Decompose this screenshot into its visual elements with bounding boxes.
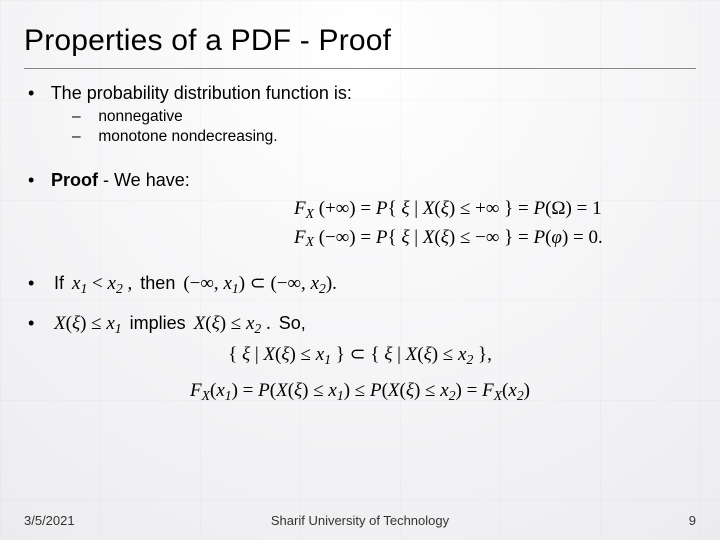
proof-suffix: - We have:: [98, 170, 190, 190]
then-label: then: [140, 273, 175, 294]
if-condition: x1 < x2 ,: [72, 273, 132, 295]
equation-final: FX(x1) = P(X(ξ) ≤ x1) ≤ P(X(ξ) ≤ x2) = F…: [24, 375, 696, 407]
bullet-implies-line: • X(ξ) ≤ x1 implies X(ξ) ≤ x2 . So,: [46, 313, 696, 335]
bullet-dot-icon: •: [28, 273, 46, 294]
bullet-monotone: – monotone nondecreasing.: [94, 128, 696, 146]
bullet-text: nonnegative: [98, 108, 182, 125]
spacer: [24, 148, 696, 162]
so-label: So,: [279, 313, 306, 334]
bullet-if-line: • If x1 < x2 , then (−∞, x1) ⊂ (−∞, x2).: [46, 272, 696, 295]
bullet-dot-icon: •: [28, 313, 46, 334]
slide: Properties of a PDF - Proof • The probab…: [0, 0, 720, 540]
then-expression: (−∞, x1) ⊂ (−∞, x2).: [183, 272, 337, 295]
proof-label: Proof: [51, 170, 98, 190]
bullet-dot-icon: •: [28, 170, 46, 191]
equation-fx-minus-inf: FX (−∞) = P{ ξ | X(ξ) ≤ −∞ } = P(φ) = 0.: [294, 224, 696, 253]
bullet-text: monotone nondecreasing.: [98, 128, 277, 145]
implies-lhs: X(ξ) ≤ x1: [54, 313, 122, 335]
bullet-pdf-is: • The probability distribution function …: [46, 83, 696, 104]
implies-label: implies: [130, 313, 186, 334]
bullet-dot-icon: •: [28, 83, 46, 104]
slide-title: Properties of a PDF - Proof: [24, 24, 696, 58]
bullet-proof: • Proof - We have:: [46, 170, 696, 191]
slide-footer: 3/5/2021 Sharif University of Technology…: [24, 513, 696, 528]
title-underline: [24, 68, 696, 69]
bullet-dash-icon: –: [72, 128, 94, 146]
equation-set-containment: { ξ | X(ξ) ≤ x1 } ⊂ { ξ | X(ξ) ≤ x2 },: [24, 339, 696, 371]
bullet-nonnegative: – nonnegative: [94, 108, 696, 126]
bullet-dash-icon: –: [72, 108, 94, 126]
footer-page: 9: [689, 513, 696, 528]
bullet-text: The probability distribution function is…: [51, 83, 352, 103]
footer-org: Sharif University of Technology: [24, 513, 696, 528]
if-label: If: [54, 273, 64, 294]
equation-fx-plus-inf: FX (+∞) = P{ ξ | X(ξ) ≤ +∞ } = P(Ω) = 1: [294, 195, 696, 224]
implies-rhs: X(ξ) ≤ x2 .: [194, 313, 271, 335]
footer-date: 3/5/2021: [24, 513, 75, 528]
